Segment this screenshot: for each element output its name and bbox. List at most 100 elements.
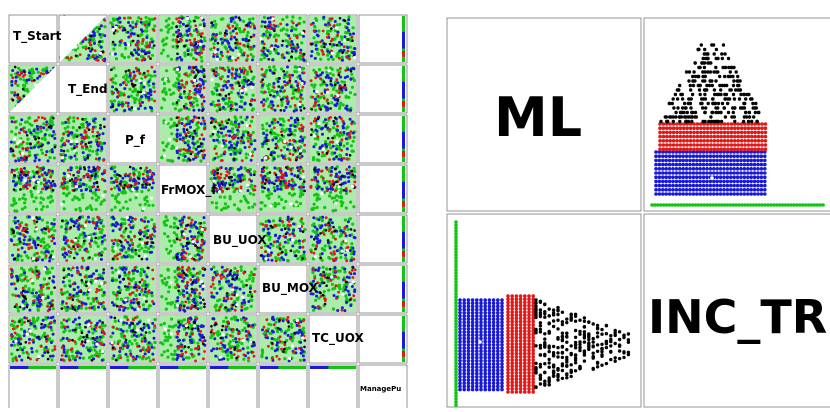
data-point — [288, 76, 292, 80]
data-point — [249, 139, 253, 143]
data-point — [314, 76, 318, 80]
data-point — [273, 189, 277, 193]
data-point — [135, 93, 139, 97]
data-point — [12, 141, 16, 145]
data-point — [109, 167, 113, 171]
data-point — [335, 89, 339, 93]
data-point — [260, 53, 264, 57]
data-point — [27, 215, 31, 219]
data-point — [112, 242, 116, 246]
data-point — [89, 189, 93, 193]
data-point — [325, 70, 329, 74]
data-point — [172, 67, 177, 71]
data-point — [325, 151, 329, 155]
data-point — [84, 220, 88, 224]
data-point — [351, 51, 355, 55]
data-point — [213, 103, 217, 108]
matrix-cell — [358, 14, 408, 64]
data-point — [12, 137, 17, 141]
data-point — [287, 227, 291, 231]
data-point — [9, 147, 13, 150]
matrix-cell — [208, 14, 258, 64]
data-point — [134, 51, 138, 55]
data-point — [131, 90, 135, 94]
data-point — [161, 77, 165, 81]
data-point — [22, 95, 26, 98]
data-point — [278, 234, 282, 238]
data-point — [196, 16, 200, 20]
data-point — [270, 153, 273, 157]
data-point — [230, 73, 234, 77]
data-point — [202, 137, 206, 141]
data-point — [261, 223, 265, 226]
matrix-cell — [58, 214, 108, 264]
data-point — [182, 236, 186, 240]
data-point — [279, 148, 283, 152]
data-point — [175, 101, 179, 104]
data-point — [277, 77, 281, 80]
data-point — [274, 233, 278, 237]
data-point — [37, 275, 40, 279]
data-point — [184, 24, 188, 28]
matrix-cell — [158, 164, 208, 214]
data-point — [115, 108, 119, 112]
data-point — [262, 98, 266, 102]
data-point — [172, 221, 176, 225]
data-point — [237, 81, 240, 85]
data-point — [330, 230, 334, 234]
data-point — [330, 27, 333, 30]
data-point — [237, 72, 242, 77]
data-point — [265, 122, 269, 126]
data-point — [221, 139, 225, 142]
data-point — [177, 98, 181, 103]
data-point — [175, 116, 179, 119]
data-point — [97, 156, 101, 160]
data-point — [228, 55, 232, 59]
data-point — [272, 240, 276, 244]
data-point — [311, 95, 315, 99]
data-point — [135, 69, 139, 73]
data-point — [202, 216, 206, 220]
data-point — [84, 47, 88, 51]
data-point — [245, 34, 249, 38]
data-point — [96, 30, 100, 34]
data-point — [78, 216, 81, 220]
data-point — [285, 15, 289, 19]
data-point — [40, 116, 44, 119]
data-point — [343, 226, 347, 230]
data-point — [137, 40, 141, 44]
data-point — [175, 256, 178, 259]
data-point — [274, 39, 278, 43]
data-point — [251, 93, 255, 97]
data-point — [293, 27, 297, 31]
data-point — [148, 234, 152, 238]
data-point — [279, 187, 282, 191]
data-point — [344, 253, 348, 257]
data-point — [145, 199, 149, 204]
data-point — [285, 28, 289, 32]
data-point — [9, 73, 13, 77]
panel-frame — [158, 164, 208, 214]
data-point — [110, 23, 115, 27]
data-point — [315, 89, 319, 94]
data-point — [350, 35, 354, 39]
data-point — [336, 33, 340, 37]
data-point — [93, 190, 97, 195]
data-point — [263, 204, 267, 208]
data-point — [27, 154, 31, 158]
data-point — [64, 153, 67, 157]
data-point — [276, 24, 280, 28]
data-point — [111, 102, 115, 106]
data-point — [241, 133, 245, 137]
data-point — [77, 169, 81, 173]
data-point — [145, 250, 149, 254]
data-point — [81, 182, 85, 186]
data-point — [45, 150, 49, 154]
data-point — [232, 173, 236, 177]
data-point — [227, 68, 231, 72]
data-point — [28, 238, 32, 242]
data-point — [287, 220, 291, 223]
data-point — [153, 225, 156, 229]
data-point — [96, 59, 100, 62]
data-point — [27, 287, 31, 291]
